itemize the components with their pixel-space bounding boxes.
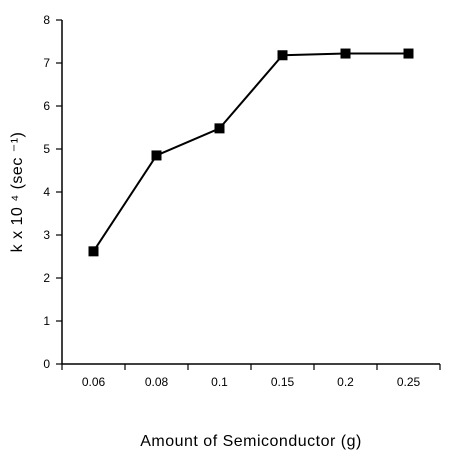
y-tick-label: 6 — [43, 99, 50, 113]
y-tick-label: 1 — [43, 314, 50, 328]
y-tick-label: 5 — [43, 142, 50, 156]
x-axis-title: Amount of Semiconductor (g) — [140, 433, 362, 450]
y-tick-label: 8 — [43, 13, 50, 27]
x-tick-label: 0.06 — [82, 375, 106, 389]
x-tick-label: 0.1 — [211, 375, 228, 389]
x-axis-ticks: 0.06 0.08 0.1 0.15 0.2 0.25 — [61, 364, 441, 389]
data-point-marker — [214, 123, 225, 134]
y-tick-label: 4 — [43, 185, 50, 199]
y-axis-ticks: 0 1 2 3 4 5 6 7 8 — [43, 13, 62, 371]
y-tick-label: 0 — [43, 357, 50, 371]
data-point-marker — [151, 150, 162, 161]
x-tick-label: 0.08 — [145, 375, 169, 389]
y-axis-title: k x 10 ⁴ (sec ⁻¹) — [9, 132, 26, 253]
data-point-marker — [88, 246, 99, 257]
x-tick-label: 0.2 — [337, 375, 354, 389]
data-point-marker — [277, 50, 288, 61]
y-tick-label: 7 — [43, 56, 50, 70]
series-line — [92, 52, 409, 252]
data-markers — [88, 48, 414, 257]
y-tick-label: 3 — [43, 228, 50, 242]
data-point-marker — [403, 48, 414, 59]
y-tick-label: 2 — [43, 271, 50, 285]
x-tick-label: 0.15 — [271, 375, 295, 389]
x-tick-label: 0.25 — [397, 375, 421, 389]
data-point-marker — [340, 48, 351, 59]
